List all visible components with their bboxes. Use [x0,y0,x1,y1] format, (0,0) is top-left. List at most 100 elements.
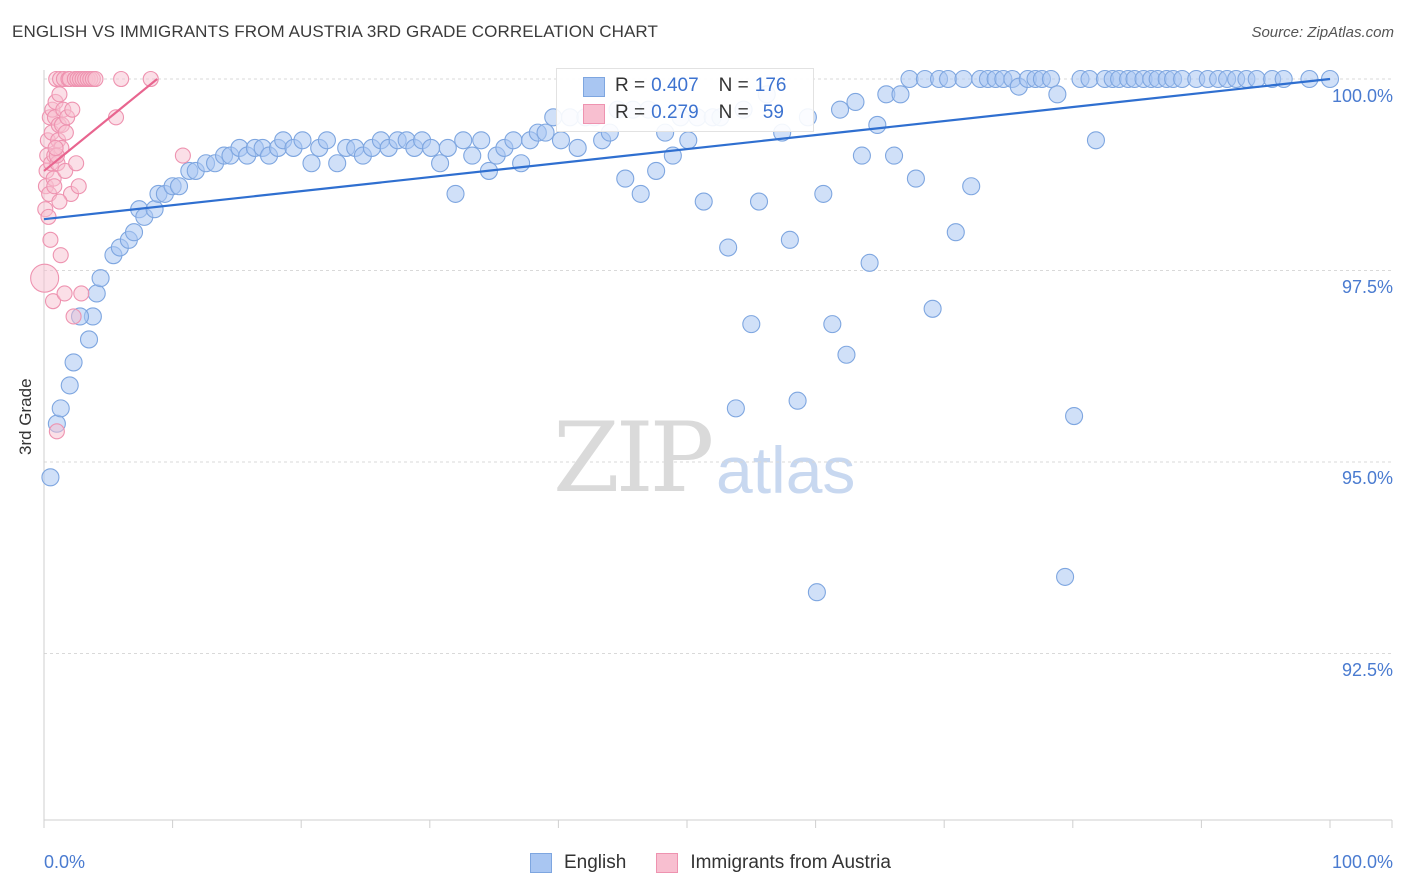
austria-point [52,247,69,264]
english-point [1048,85,1067,104]
english-point [41,468,60,487]
english-point [923,299,942,318]
english-trend-line [43,77,1331,221]
english-point [145,200,164,219]
english-point [91,269,110,288]
english-point [169,177,189,196]
austria-point [51,86,68,103]
watermark-atlas: atlas [716,433,856,507]
chart-title: ENGLISH VS IMMIGRANTS FROM AUSTRIA 3RD G… [12,22,658,41]
english-point [891,85,910,104]
austria-point [70,178,87,195]
austria-point [113,70,130,88]
austria-point [56,285,73,302]
austria-point [73,285,90,302]
english-point [124,223,144,242]
english-point [504,131,523,150]
english-point [79,330,99,349]
x-tick-label: 0.0% [44,852,86,872]
english-point [954,69,973,89]
english-point [302,154,321,173]
austria-point [57,162,74,179]
english-point [694,192,713,211]
english-point [837,345,856,364]
x-tick-label: 100.0% [1331,852,1393,872]
english-point [846,92,865,112]
english-point [780,230,799,249]
austria-point [30,263,60,293]
english-point [939,69,958,89]
y-axis-label: 3rd Grade [16,378,35,455]
y-tick-label: 97.5% [1341,277,1393,297]
austria-point [46,178,63,195]
austria-point [47,139,64,156]
english-stats: R = 0.407 N = 176 [615,75,787,96]
english-legend-swatch [530,853,552,873]
english-point [719,238,738,257]
english-point [317,131,336,150]
english-point [946,223,965,242]
austria-stats: R = 0.279 N = 59 [615,102,784,123]
english-point [293,131,312,150]
y-tick-label: 100.0% [1331,86,1393,106]
english-point [51,399,70,418]
english-point [807,583,826,602]
english-point [823,315,842,334]
english-point [536,123,555,142]
english-point [1086,131,1105,150]
english-point [1080,69,1099,89]
english-point [454,131,473,150]
english-point [647,161,666,180]
english-point [472,131,491,150]
austria-point [44,293,62,310]
english-point [749,192,769,211]
english-swatch [583,77,605,97]
english-point [446,184,465,203]
english-point [1056,567,1075,586]
english-point [726,399,745,418]
english-point [814,184,833,203]
english-point [438,138,457,157]
y-tick-label: 95.0% [1341,468,1393,488]
austria-point [142,70,159,88]
english-point [64,353,83,372]
watermark-zip: ZIP [553,402,714,514]
austria-swatch [583,104,605,124]
austria-point [65,308,82,325]
austria-point [40,208,57,225]
austria-legend-label: Immigrants from Austria [690,852,891,873]
axes [43,70,1393,828]
source-note: Source: ZipAtlas.com [1251,24,1394,41]
english-point [884,146,904,165]
english-point [906,169,925,188]
english-point [616,169,635,188]
english-point [1300,69,1319,89]
austria-point [48,423,65,440]
english-point [830,100,850,119]
english-point [1065,406,1084,426]
trend-lines [43,77,1331,221]
english-point [1041,69,1060,89]
english-point [431,154,450,173]
y-tick-label: 92.5% [1341,660,1393,680]
english-point [1247,69,1266,89]
austria-point [51,193,68,210]
austria-legend-swatch [656,853,679,873]
english-point [87,284,106,303]
english-point [422,138,441,157]
austria-point [68,155,85,172]
austria-point [87,70,104,88]
english-point [512,154,531,173]
english-point [788,391,807,410]
austria-point [64,101,81,118]
english-point [631,184,650,203]
austria-point [174,147,191,164]
english-point [463,146,482,165]
english-point [852,146,871,165]
english-points [41,69,1340,602]
english-point [900,69,919,89]
austria-point [57,124,74,141]
english-point [868,115,887,135]
grid-lines [44,78,1392,654]
